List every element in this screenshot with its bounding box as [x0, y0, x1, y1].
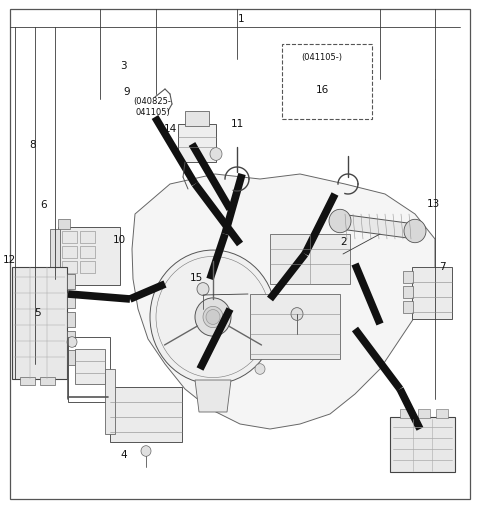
Text: 11: 11	[230, 119, 244, 129]
Circle shape	[197, 283, 209, 296]
Bar	[412, 267, 452, 319]
Bar	[67, 313, 75, 327]
Bar	[80, 246, 95, 259]
Polygon shape	[195, 380, 231, 412]
Circle shape	[141, 446, 151, 457]
Text: 15: 15	[190, 273, 204, 283]
Bar	[20, 377, 35, 385]
Bar	[390, 417, 455, 472]
Text: 13: 13	[426, 199, 440, 209]
Bar	[250, 294, 340, 359]
Bar	[62, 232, 77, 243]
Text: 6: 6	[40, 200, 47, 210]
Bar	[67, 293, 75, 308]
Bar	[12, 267, 67, 379]
Text: 12: 12	[3, 254, 16, 265]
Bar	[58, 228, 120, 286]
Bar	[58, 219, 70, 230]
Text: 10: 10	[112, 234, 126, 244]
Bar	[403, 301, 413, 314]
Bar	[75, 349, 105, 384]
Bar	[80, 262, 95, 273]
Polygon shape	[132, 175, 435, 429]
Circle shape	[195, 298, 231, 336]
Text: 14: 14	[164, 123, 177, 133]
Text: (041105-): (041105-)	[301, 52, 343, 62]
Bar	[67, 274, 75, 290]
Bar	[80, 232, 95, 243]
Text: 3: 3	[120, 61, 127, 71]
Bar	[282, 45, 372, 120]
Bar	[62, 262, 77, 273]
Bar	[105, 369, 115, 434]
Bar	[270, 235, 350, 285]
Text: 8: 8	[29, 139, 36, 150]
Circle shape	[210, 148, 222, 161]
Bar	[67, 350, 75, 365]
Polygon shape	[340, 215, 415, 240]
Text: 9: 9	[123, 87, 130, 97]
Bar	[68, 337, 110, 402]
Bar	[62, 246, 77, 259]
Circle shape	[404, 220, 426, 243]
Circle shape	[291, 308, 303, 321]
Bar	[67, 331, 75, 346]
Circle shape	[255, 364, 265, 375]
Bar	[185, 112, 209, 127]
Circle shape	[150, 250, 276, 384]
Bar	[40, 377, 55, 385]
Text: 7: 7	[439, 262, 446, 272]
Text: 1: 1	[238, 14, 245, 24]
Bar	[178, 125, 216, 163]
Circle shape	[67, 337, 77, 348]
Bar	[418, 409, 430, 418]
Bar	[436, 409, 448, 418]
Bar	[403, 271, 413, 284]
Circle shape	[206, 310, 220, 325]
Bar	[110, 387, 182, 442]
Text: 2: 2	[340, 236, 347, 246]
Bar	[403, 287, 413, 298]
Text: 16: 16	[315, 84, 329, 95]
Text: (040825-
041105): (040825- 041105)	[134, 97, 171, 117]
Bar	[400, 409, 412, 418]
Bar	[50, 230, 60, 284]
Text: 4: 4	[120, 449, 127, 460]
Circle shape	[203, 307, 223, 328]
Circle shape	[329, 210, 351, 233]
Text: 5: 5	[34, 307, 41, 318]
